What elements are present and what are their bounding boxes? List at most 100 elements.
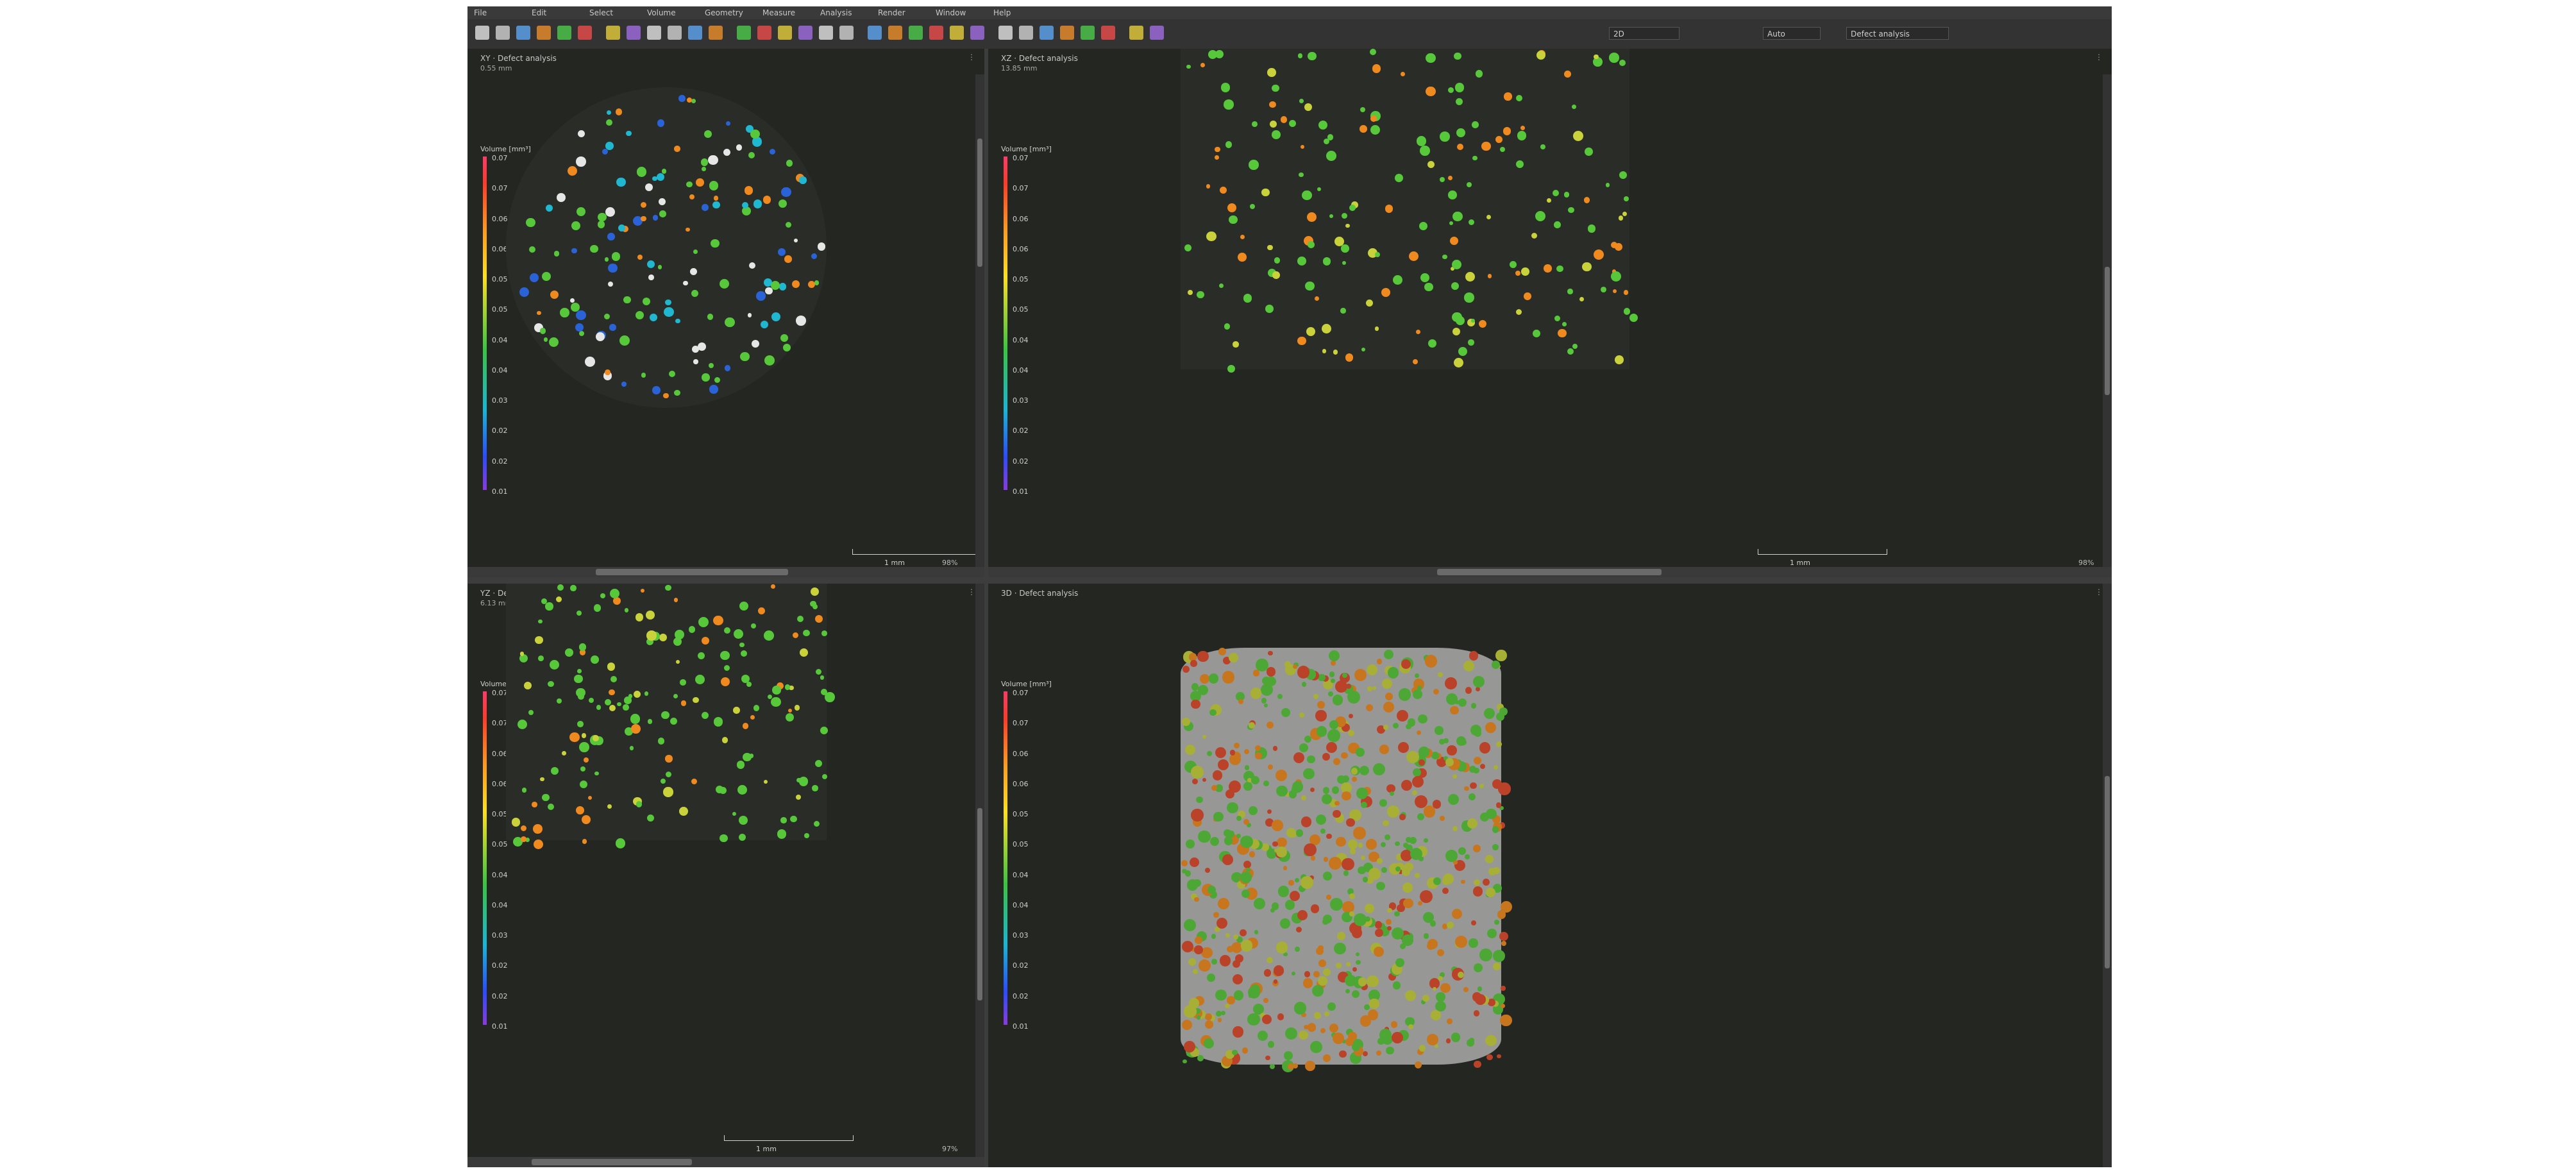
- viewport-yz[interactable]: YZ · Defect analysis 6.13 mm ⋮ Volume [m…: [467, 584, 984, 1167]
- move-icon[interactable]: [709, 26, 723, 40]
- defect-marker: [569, 298, 575, 303]
- zoom-icon[interactable]: [757, 26, 771, 40]
- menu-item-measure[interactable]: Measure: [762, 8, 795, 17]
- grid-icon[interactable]: [1040, 26, 1054, 40]
- scrollbar-thumb[interactable]: [532, 1159, 692, 1165]
- measure-icon[interactable]: [778, 26, 792, 40]
- menu-item-edit[interactable]: Edit: [532, 8, 547, 17]
- camera-icon[interactable]: [1019, 26, 1033, 40]
- defect-marker: [1463, 987, 1469, 993]
- defect-marker: [1382, 678, 1393, 689]
- horizontal-scrollbar[interactable]: [467, 567, 984, 577]
- menu-item-analysis[interactable]: Analysis: [820, 8, 852, 17]
- viewport-menu-icon[interactable]: ⋮: [968, 53, 975, 62]
- defect-marker: [1558, 329, 1567, 338]
- color-legend: Volume [mm³]0.070.070.060.060.050.050.04…: [480, 680, 531, 1039]
- align-icon[interactable]: [929, 26, 943, 40]
- main-toolbar: 2D Auto Defect analysis: [467, 19, 2112, 49]
- defect-marker: [1236, 816, 1242, 822]
- render-quality-dropdown[interactable]: Auto: [1763, 27, 1821, 40]
- horizontal-scrollbar[interactable]: [988, 567, 2112, 577]
- defect-marker: [1220, 83, 1231, 93]
- select-icon[interactable]: [688, 26, 702, 40]
- vertical-scrollbar[interactable]: [975, 74, 984, 567]
- slice-icon[interactable]: [798, 26, 812, 40]
- cut-icon[interactable]: [627, 26, 641, 40]
- defect-marker: [1412, 790, 1418, 795]
- light-icon[interactable]: [998, 26, 1013, 40]
- defect-marker: [1301, 144, 1305, 149]
- sphere-icon[interactable]: [868, 26, 882, 40]
- menu-item-select[interactable]: Select: [589, 8, 614, 17]
- menu-item-file[interactable]: File: [474, 8, 487, 17]
- defect-marker: [1342, 1039, 1346, 1044]
- scrollbar-thumb[interactable]: [2105, 267, 2110, 395]
- menu-item-volume[interactable]: Volume: [647, 8, 676, 17]
- defect-marker: [1248, 722, 1255, 729]
- defect-marker: [1477, 986, 1483, 992]
- vertical-scrollbar[interactable]: [2103, 584, 2112, 1167]
- settings-icon[interactable]: [1129, 26, 1143, 40]
- undo-icon[interactable]: [578, 26, 592, 40]
- defect-marker: [630, 746, 634, 750]
- scrollbar-thumb[interactable]: [2105, 776, 2110, 968]
- defect-marker: [1232, 1049, 1238, 1056]
- render-icon[interactable]: [970, 26, 984, 40]
- scrollbar-thumb[interactable]: [977, 139, 982, 267]
- redo-icon[interactable]: [606, 26, 620, 40]
- menu-item-geometry[interactable]: Geometry: [705, 8, 743, 17]
- menu-item-window[interactable]: Window: [936, 8, 966, 17]
- menu-item-help[interactable]: Help: [993, 8, 1011, 17]
- defect-marker: [1321, 323, 1331, 333]
- defect-marker: [583, 757, 589, 763]
- palette-icon[interactable]: [1081, 26, 1095, 40]
- legend-tick-label: 0.03: [492, 931, 508, 940]
- save-all-icon[interactable]: [537, 26, 551, 40]
- result-selector-dropdown[interactable]: Defect analysis: [1846, 27, 1949, 40]
- defect-marker: [602, 149, 609, 155]
- print-icon[interactable]: [557, 26, 571, 40]
- viewport-menu-icon[interactable]: ⋮: [2095, 587, 2103, 596]
- vertical-scrollbar[interactable]: [2103, 74, 2112, 567]
- save-icon[interactable]: [516, 26, 530, 40]
- menu-item-render[interactable]: Render: [878, 8, 905, 17]
- defect-marker: [748, 152, 755, 159]
- viewport-splitter-vertical[interactable]: [984, 49, 988, 1167]
- text-icon[interactable]: [1060, 26, 1074, 40]
- viewport-menu-icon[interactable]: ⋮: [968, 587, 975, 596]
- open-file-icon[interactable]: [496, 26, 510, 40]
- defect-marker: [1374, 928, 1384, 937]
- vertical-scrollbar[interactable]: [975, 584, 984, 1157]
- viewport-xz[interactable]: XZ · Defect analysis 13.85 mm ⋮ Volume […: [988, 49, 2112, 577]
- scrollbar-thumb[interactable]: [596, 569, 788, 575]
- lock-icon[interactable]: [1150, 26, 1164, 40]
- rotate-icon[interactable]: [737, 26, 751, 40]
- copy-icon[interactable]: [647, 26, 661, 40]
- defect-marker: [1309, 787, 1315, 793]
- viewport-xy[interactable]: XY · Defect analysis 0.55 mm ⋮ Volume [m…: [467, 49, 984, 577]
- scrollbar-thumb[interactable]: [977, 808, 982, 1000]
- viewport-menu-icon[interactable]: ⋮: [2095, 53, 2103, 62]
- cylinder-icon[interactable]: [888, 26, 902, 40]
- defect-marker: [749, 754, 754, 758]
- horizontal-scrollbar[interactable]: [467, 1157, 984, 1167]
- viewport-3d[interactable]: 3D · Defect analysis ⋮ Volume [mm³] 0.07 0…: [988, 584, 2112, 1167]
- warning-icon[interactable]: [1101, 26, 1115, 40]
- new-file-icon[interactable]: [475, 26, 489, 40]
- scrollbar-thumb[interactable]: [1437, 569, 1662, 575]
- roi-icon[interactable]: [839, 26, 854, 40]
- defect-marker: [810, 587, 819, 596]
- viewport-splitter-horizontal[interactable]: [467, 577, 2112, 584]
- defect-marker: [1387, 907, 1392, 913]
- defect-marker: [588, 697, 594, 704]
- paste-icon[interactable]: [668, 26, 682, 40]
- defect-marker: [1396, 710, 1408, 722]
- defect-marker: [1479, 783, 1484, 789]
- plane-icon[interactable]: [909, 26, 923, 40]
- defect-marker: [1333, 809, 1341, 818]
- defect-marker: [590, 244, 598, 253]
- crop-icon[interactable]: [819, 26, 833, 40]
- mesh-icon[interactable]: [950, 26, 964, 40]
- defect-marker: [738, 834, 746, 841]
- view-mode-dropdown[interactable]: 2D: [1609, 27, 1679, 40]
